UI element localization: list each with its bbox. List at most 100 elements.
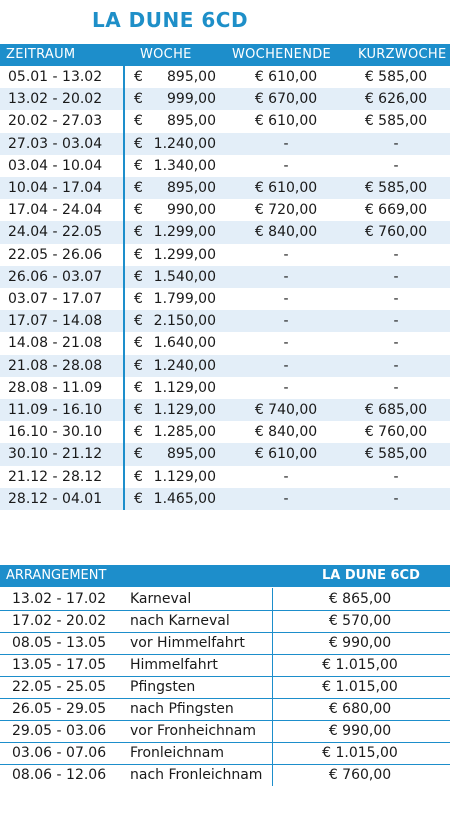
table-row: 08.05 - 13.05 vor Himmelfahrt € 990,00 — [0, 632, 450, 654]
period-cell: 28.12 - 04.01 — [8, 490, 103, 507]
shortweek-price-cell: € 760,00 — [364, 224, 428, 241]
shortweek-price-cell: - — [393, 490, 399, 507]
euro-sign: € — [134, 135, 143, 152]
euro-sign: € — [134, 268, 143, 285]
row-divider — [0, 653, 450, 655]
shortweek-price-cell: € 760,00 — [364, 424, 428, 441]
page-title: LA DUNE 6CD — [92, 8, 249, 32]
week-price: 2.150,00 — [153, 313, 216, 330]
header-week: WOCHE — [140, 47, 192, 62]
shortweek-price-cell: € 626,00 — [364, 91, 428, 108]
week-price: 1.240,00 — [153, 357, 216, 374]
row-divider — [0, 719, 450, 721]
week-price: 1.129,00 — [153, 468, 216, 485]
euro-sign: € — [134, 446, 143, 463]
table-row: 21.08 - 28.08 €1.240,00 - - — [0, 354, 450, 377]
euro-sign: € — [134, 69, 143, 85]
header-weekend: WOCHENENDE — [232, 47, 332, 62]
period-cell: 27.03 - 03.04 — [8, 135, 103, 152]
shortweek-price-cell: € 585,00 — [364, 446, 428, 463]
arrangement-price: € 680,00 — [328, 701, 392, 717]
week-price-cell: €1.285,00 — [134, 421, 224, 443]
week-price-cell: €895,00 — [134, 66, 224, 88]
week-price: 1.340,00 — [153, 157, 216, 174]
week-price: 1.129,00 — [153, 402, 216, 418]
table-row: 17.02 - 20.02 nach Karneval € 570,00 — [0, 610, 450, 632]
week-price: 1.465,00 — [153, 490, 216, 507]
shortweek-price-cell: - — [393, 268, 399, 285]
period-cell: 21.08 - 28.08 — [8, 357, 103, 374]
table-row: 17.04 - 24.04 €990,00 € 720,00 € 669,00 — [0, 199, 450, 221]
period-cell: 16.10 - 30.10 — [8, 424, 103, 441]
period-cell: 10.04 - 17.04 — [8, 180, 103, 196]
shortweek-price-cell: - — [393, 291, 399, 307]
weekend-price-cell: € 610,00 — [254, 69, 318, 85]
week-price-cell: €1.540,00 — [134, 266, 224, 288]
euro-sign: € — [134, 313, 143, 330]
period-cell: 11.09 - 16.10 — [8, 402, 103, 418]
arrangement-price: € 1.015,00 — [322, 657, 398, 673]
arrangement-price: € 760,00 — [328, 767, 392, 783]
table-row: 05.01 - 13.02 €895,00 € 610,00 € 585,00 — [0, 66, 450, 88]
shortweek-price-cell: € 685,00 — [364, 402, 428, 418]
row-divider — [0, 763, 450, 765]
week-price: 895,00 — [167, 113, 216, 130]
shortweek-price-cell: € 585,00 — [364, 69, 428, 85]
prices-table-header: ZEITRAUM WOCHE WOCHENENDE KURZWOCHE — [0, 44, 450, 66]
week-price: 1.299,00 — [153, 246, 216, 263]
weekend-price-cell: - — [283, 490, 289, 507]
week-price: 1.285,00 — [153, 424, 216, 441]
euro-sign: € — [134, 202, 143, 219]
week-price-cell: €999,00 — [134, 88, 224, 110]
week-price-cell: €1.640,00 — [134, 332, 224, 354]
weekend-price-cell: € 670,00 — [254, 91, 318, 108]
table-row: 17.07 - 14.08 €2.150,00 - - — [0, 310, 450, 333]
week-price-cell: €1.129,00 — [134, 399, 224, 421]
weekend-price-cell: € 720,00 — [254, 202, 318, 219]
arrangement-period: 08.06 - 12.06 — [12, 767, 107, 783]
weekend-price-cell: € 840,00 — [254, 424, 318, 441]
table-row: 30.10 - 21.12 €895,00 € 610,00 € 585,00 — [0, 443, 450, 466]
week-price: 895,00 — [167, 446, 216, 463]
weekend-price-cell: - — [283, 468, 289, 485]
table-row: 22.05 - 25.05 Pfingsten € 1.015,00 — [0, 676, 450, 698]
week-price: 895,00 — [167, 69, 216, 85]
arrangement-name: Pfingsten — [130, 679, 196, 695]
week-price: 999,00 — [167, 91, 216, 108]
shortweek-price-cell: € 585,00 — [364, 113, 428, 130]
weekend-price-cell: - — [283, 157, 289, 174]
row-divider — [0, 631, 450, 633]
weekend-price-cell: € 740,00 — [254, 402, 318, 418]
shortweek-price-cell: € 585,00 — [364, 180, 428, 196]
table-row: 14.08 - 21.08 €1.640,00 - - — [0, 332, 450, 354]
shortweek-price-cell: - — [393, 379, 399, 396]
column-divider — [272, 588, 273, 786]
period-cell: 30.10 - 21.12 — [8, 446, 103, 463]
table-row: 29.05 - 03.06 vor Fronheichnam € 990,00 — [0, 720, 450, 742]
week-price-cell: €990,00 — [134, 199, 224, 221]
table-row: 11.09 - 16.10 €1.129,00 € 740,00 € 685,00 — [0, 399, 450, 422]
euro-sign: € — [134, 113, 143, 130]
week-price-cell: €895,00 — [134, 443, 224, 465]
table-row: 10.04 - 17.04 €895,00 € 610,00 € 585,00 — [0, 177, 450, 200]
week-price: 1.240,00 — [153, 135, 216, 152]
euro-sign: € — [134, 157, 143, 174]
arrangement-period: 29.05 - 03.06 — [12, 723, 107, 739]
week-price-cell: €1.129,00 — [134, 466, 224, 488]
table-row: 21.12 - 28.12 €1.129,00 - - — [0, 466, 450, 488]
table-row: 13.02 - 17.02 Karneval € 865,00 — [0, 588, 450, 610]
week-price-cell: €1.465,00 — [134, 488, 224, 510]
arrangement-name: Himmelfahrt — [130, 657, 218, 673]
euro-sign: € — [134, 335, 143, 352]
shortweek-price-cell: - — [393, 313, 399, 330]
row-divider — [0, 675, 450, 677]
shortweek-price-cell: € 669,00 — [364, 202, 428, 219]
arrangement-price: € 1.015,00 — [322, 745, 398, 761]
header-arrangement: ARRANGEMENT — [6, 568, 107, 583]
week-price: 895,00 — [167, 180, 216, 196]
period-cell: 03.07 - 17.07 — [8, 291, 103, 307]
week-price-cell: €1.240,00 — [134, 355, 224, 377]
header-property: LA DUNE 6CD — [322, 568, 420, 583]
week-price: 1.799,00 — [153, 291, 216, 307]
euro-sign: € — [134, 357, 143, 374]
